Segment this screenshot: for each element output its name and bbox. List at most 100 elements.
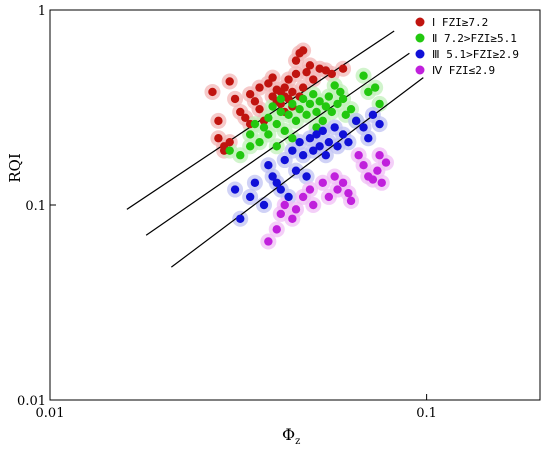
data-point-s1-24: [284, 75, 293, 84]
data-point-s4-15: [346, 196, 356, 206]
y-tick-label-1: 0.1: [25, 199, 46, 214]
data-point-s2-14: [284, 110, 293, 120]
data-point-s2-11: [276, 107, 285, 117]
data-point-s1-22: [280, 83, 289, 92]
data-point-s2-1: [236, 151, 245, 160]
data-point-s1-27: [291, 69, 301, 79]
data-point-s2-40: [288, 134, 297, 143]
data-point-s1-38: [298, 83, 308, 92]
data-point-s3-28: [359, 123, 368, 132]
data-point-s4-22: [377, 178, 386, 187]
y-tick-label-2: 1: [38, 4, 46, 19]
data-point-s3-30: [368, 110, 378, 120]
data-point-s4-20: [373, 166, 382, 175]
data-point-s3-16: [305, 134, 315, 143]
data-point-s3-10: [284, 192, 293, 202]
data-point-s4-3: [280, 200, 289, 210]
data-point-s1-5: [225, 137, 234, 147]
data-point-s4-2: [276, 209, 285, 219]
data-point-s4-8: [309, 200, 318, 210]
data-point-s1-3: [214, 134, 223, 143]
data-point-s2-18: [298, 94, 308, 104]
data-point-s4-23: [381, 158, 391, 167]
data-point-s3-21: [321, 151, 331, 160]
data-point-s3-2: [245, 192, 255, 202]
data-point-s3-9: [280, 155, 289, 165]
data-point-s1-11: [250, 97, 260, 106]
data-point-s2-17: [295, 104, 304, 114]
data-point-s4-5: [291, 205, 301, 214]
data-point-s2-10: [272, 119, 281, 129]
data-point-s2-37: [375, 99, 384, 109]
data-point-s2-8: [264, 130, 273, 139]
data-point-s3-1: [236, 214, 245, 223]
data-point-s3-20: [318, 126, 327, 136]
data-point-s3-11: [288, 146, 297, 155]
data-point-s4-17: [359, 160, 368, 170]
data-point-s3-7: [272, 178, 281, 187]
legend: Ⅰ FZI≥7.2 Ⅱ 7.2>FZI≥5.1 Ⅲ 5.1>FZI≥2.9 Ⅳ FZI…: [415, 16, 519, 77]
data-point-s2-32: [346, 104, 356, 114]
data-point-s2-34: [359, 71, 368, 80]
data-point-s3-22: [324, 137, 334, 147]
data-point-s1-36: [327, 69, 336, 79]
data-point-s2-26: [324, 92, 334, 101]
data-point-s2-29: [336, 87, 345, 97]
data-point-s3-19: [315, 142, 324, 151]
data-points: [208, 46, 391, 246]
data-point-s3-25: [338, 130, 348, 139]
data-point-s1-30: [298, 46, 308, 55]
data-point-s4-12: [333, 185, 342, 194]
data-point-s2-6: [259, 123, 269, 132]
data-point-s2-12: [276, 94, 285, 104]
data-point-s2-30: [338, 94, 348, 104]
data-point-s3-17: [309, 146, 318, 155]
data-point-s1-9: [241, 113, 250, 123]
data-point-s1-28: [291, 56, 301, 65]
legend-label-3: Ⅲ 5.1>FZI≥2.9: [432, 48, 519, 61]
data-point-s1-33: [309, 75, 318, 84]
data-point-s4-21: [375, 151, 384, 160]
data-point-s4-9: [318, 178, 327, 187]
data-point-s2-23: [315, 97, 324, 106]
data-point-s2-31: [341, 110, 350, 120]
legend-label-1: Ⅰ FZI≥7.2: [432, 16, 488, 29]
data-point-s2-41: [272, 142, 281, 151]
data-point-s2-3: [245, 130, 255, 139]
x-axis-label-main: Φ: [282, 425, 295, 444]
data-point-s2-20: [305, 99, 315, 109]
data-point-s2-7: [264, 113, 273, 123]
data-point-s3-4: [259, 200, 269, 210]
data-point-s2-24: [318, 116, 327, 126]
x-axis-label: Φz: [282, 425, 300, 447]
data-point-s3-14: [298, 151, 308, 160]
data-point-s3-31: [375, 119, 384, 129]
data-point-s1-31: [302, 67, 311, 77]
x-tick-label-0: 0.01: [36, 406, 65, 421]
data-point-s2-22: [312, 107, 321, 117]
data-point-s3-29: [364, 134, 373, 143]
data-point-s2-15: [288, 99, 297, 109]
data-point-s3-23: [330, 123, 339, 132]
data-point-s4-19: [368, 175, 378, 184]
data-point-s1-2: [214, 116, 223, 126]
data-point-s4-16: [354, 151, 363, 160]
data-point-s3-27: [351, 116, 361, 126]
data-point-s1-0: [208, 87, 217, 97]
data-point-s1-25: [288, 87, 297, 97]
axis-ticks: 0.01 0.1 0.01 0.1 1: [17, 4, 437, 421]
data-point-s2-9: [268, 102, 277, 111]
data-point-s3-18: [312, 130, 321, 139]
data-point-s1-37: [338, 64, 348, 73]
data-point-s3-24: [333, 142, 342, 151]
data-point-s3-5: [264, 160, 273, 170]
data-point-s2-2: [245, 142, 255, 151]
data-point-s1-15: [264, 79, 273, 88]
data-point-s1-1: [225, 77, 234, 86]
data-point-s1-40: [268, 73, 277, 82]
data-point-s2-21: [309, 90, 318, 99]
data-point-s2-16: [291, 116, 301, 126]
data-point-s1-7: [230, 94, 240, 104]
data-point-s4-10: [324, 192, 334, 202]
y-tick-label-0: 0.01: [17, 394, 46, 409]
